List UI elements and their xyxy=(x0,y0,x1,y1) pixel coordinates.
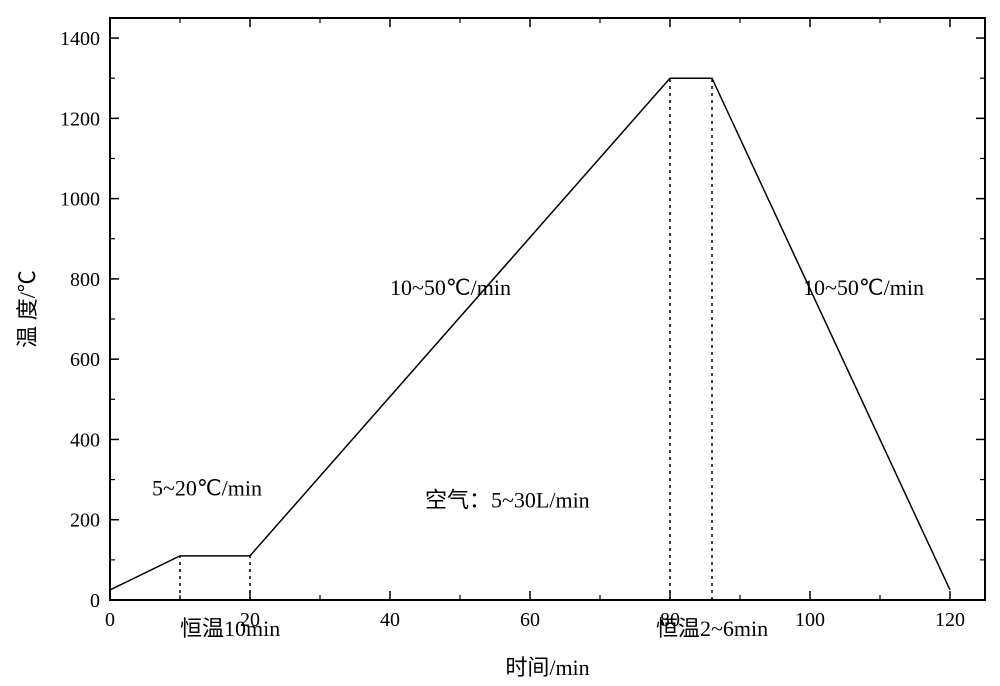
x-axis-label: 时间/min xyxy=(505,655,589,680)
y-axis-label: 温 度/℃ xyxy=(15,270,40,348)
svg-text:60: 60 xyxy=(520,609,540,631)
svg-text:600: 600 xyxy=(70,349,100,371)
chart-annotation: 10~50℃/min xyxy=(390,275,511,300)
chart-svg: 0204060801001200200400600800100012001400… xyxy=(0,0,1000,686)
svg-text:1400: 1400 xyxy=(60,28,100,50)
svg-text:200: 200 xyxy=(70,510,100,532)
svg-text:0: 0 xyxy=(105,609,115,631)
svg-text:400: 400 xyxy=(70,429,100,451)
chart-annotation: 恒温2~6min xyxy=(656,616,768,641)
svg-text:100: 100 xyxy=(795,609,825,631)
svg-text:800: 800 xyxy=(70,269,100,291)
chart-annotation: 5~20℃/min xyxy=(152,476,262,501)
chart-annotation: 恒温10min xyxy=(180,616,280,641)
chart-annotation: 空气：5~30L/min xyxy=(425,488,590,513)
svg-text:120: 120 xyxy=(935,609,965,631)
svg-text:1000: 1000 xyxy=(60,189,100,211)
temperature-time-chart: 0204060801001200200400600800100012001400… xyxy=(0,0,1000,686)
svg-text:40: 40 xyxy=(380,609,400,631)
svg-text:0: 0 xyxy=(90,590,100,612)
svg-text:1200: 1200 xyxy=(60,108,100,130)
chart-annotation: 10~50℃/min xyxy=(803,275,924,300)
